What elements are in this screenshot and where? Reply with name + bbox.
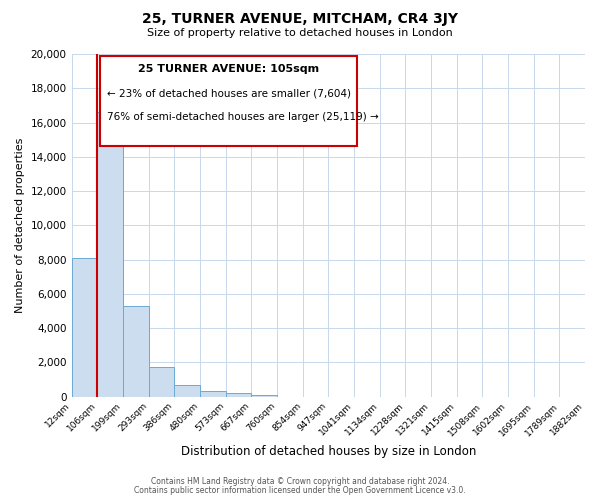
Text: Contains HM Land Registry data © Crown copyright and database right 2024.: Contains HM Land Registry data © Crown c… — [151, 477, 449, 486]
Bar — [251, 395, 277, 396]
Bar — [123, 306, 149, 396]
Text: Contains public sector information licensed under the Open Government Licence v3: Contains public sector information licen… — [134, 486, 466, 495]
Text: Size of property relative to detached houses in London: Size of property relative to detached ho… — [147, 28, 453, 38]
Bar — [226, 394, 251, 396]
Bar — [97, 112, 123, 397]
Text: 25 TURNER AVENUE: 105sqm: 25 TURNER AVENUE: 105sqm — [137, 64, 319, 74]
Bar — [149, 366, 174, 396]
Text: 76% of semi-detached houses are larger (25,119) →: 76% of semi-detached houses are larger (… — [107, 112, 379, 122]
Y-axis label: Number of detached properties: Number of detached properties — [15, 138, 25, 313]
Text: ← 23% of detached houses are smaller (7,604): ← 23% of detached houses are smaller (7,… — [107, 88, 352, 99]
Bar — [200, 392, 226, 396]
Bar — [71, 258, 97, 396]
Text: 25, TURNER AVENUE, MITCHAM, CR4 3JY: 25, TURNER AVENUE, MITCHAM, CR4 3JY — [142, 12, 458, 26]
FancyBboxPatch shape — [100, 56, 356, 146]
X-axis label: Distribution of detached houses by size in London: Distribution of detached houses by size … — [181, 444, 476, 458]
Bar — [174, 384, 200, 396]
